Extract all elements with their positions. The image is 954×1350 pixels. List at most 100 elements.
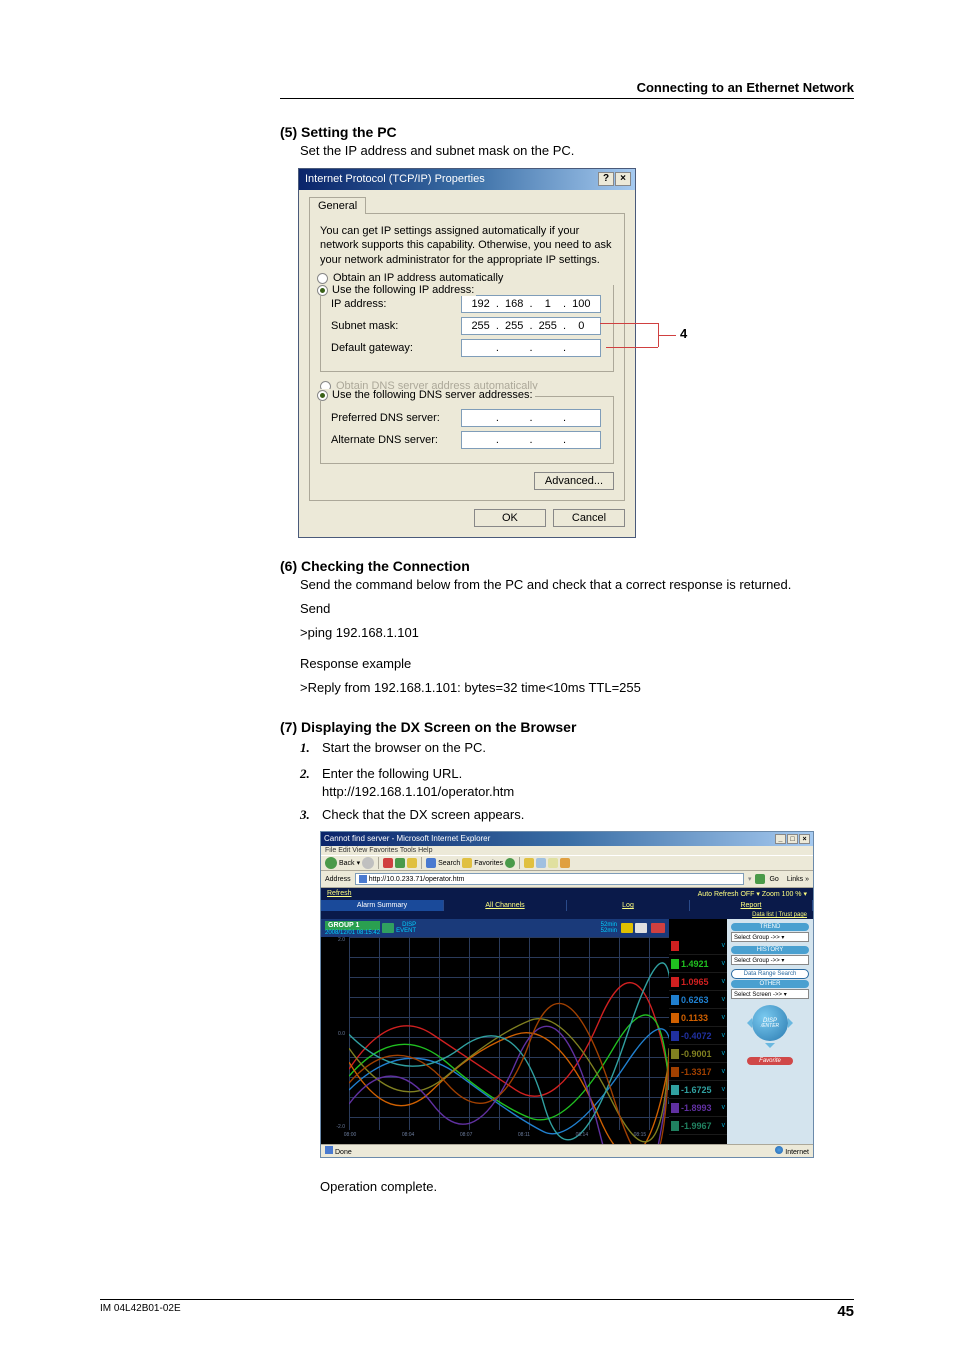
radio-auto-ip[interactable] [317,273,328,284]
group-select[interactable]: Select Group ->> ▾ [731,932,809,942]
history-icon[interactable] [505,858,515,868]
ip-address-input[interactable]: 192. 168. 1. 100 [461,295,601,313]
links-label[interactable]: Links » [787,876,809,883]
stop-icon[interactable] [383,858,393,868]
go-icon[interactable] [755,874,765,884]
trend-icon[interactable] [635,923,647,933]
refresh-icon[interactable] [395,858,405,868]
cancel-button[interactable]: Cancel [553,509,625,527]
left-arrow-icon[interactable] [742,1018,752,1028]
readout-value: -1.6725 [681,1085,712,1095]
trend-icon[interactable] [621,923,633,933]
dialog-title: Internet Protocol (TCP/IP) Properties [305,173,485,185]
readout-unit: V [722,943,725,949]
search-label: Search [438,860,460,867]
dialog-titlebar: Internet Protocol (TCP/IP) Properties ? … [299,169,635,190]
readout-row: V [669,937,727,955]
readout-row: 1.4921 V [669,955,727,973]
ok-button[interactable]: OK [474,509,546,527]
min-icon[interactable]: _ [775,834,786,844]
advanced-button[interactable]: Advanced... [534,472,614,490]
misc-icon[interactable] [560,858,570,868]
annotation-line [600,323,658,324]
readout-row: -1.9967 V [669,1117,727,1135]
pdns-input[interactable]: ... [461,409,601,427]
nav-auto[interactable]: Auto Refresh OFF ▾ Zoom 100 % ▾ [698,890,807,898]
max-icon[interactable]: □ [787,834,798,844]
readout-value: -0.9001 [681,1049,712,1059]
tab-all[interactable]: All Channels [444,900,567,911]
readout-row: -1.8993 V [669,1099,727,1117]
back-label: Back [339,860,355,867]
adns-input[interactable]: ... [461,431,601,449]
channel-color-icon [671,1103,679,1113]
channel-color-icon [671,977,679,987]
ip-seg: 0 [567,320,595,332]
mail-icon[interactable] [524,858,534,868]
fav-icon[interactable] [462,858,472,868]
header-section: Connecting to an Ethernet Network [280,80,854,99]
back-icon[interactable] [325,857,337,869]
group-select-2[interactable]: Select Group ->> ▾ [731,955,809,965]
nav-refresh[interactable]: Refresh [327,890,352,898]
disp-event-label: DISPEVENT [396,922,416,934]
speaker-icon[interactable] [651,923,665,933]
data-range-button[interactable]: Data Range Search [731,969,809,979]
gateway-input[interactable]: . . . [461,339,601,357]
readout-unit: V [722,1105,725,1111]
tab-report[interactable]: Report [690,900,813,911]
step-1: Start the browser on the PC. [322,740,854,755]
s6-l2: Send [300,600,854,618]
nav-datalist[interactable]: Data list | Trust page [321,911,813,919]
ip-seg: 255 [534,320,562,332]
label-use-dns: Use the following DNS server addresses: [332,389,533,401]
down-arrow-icon[interactable] [765,1043,775,1053]
page-footer: IM 04L42B01-02E 45 [100,1299,854,1320]
print-icon[interactable] [536,858,546,868]
favorite-button[interactable]: Favorite [747,1057,793,1065]
trend-area: GROUP 1 2008/12/01 08:15:42 DISPEVENT 52… [321,919,669,1144]
browser-toolbar[interactable]: Back ▾ Search Favorites [321,855,813,871]
url-input[interactable]: http://10.0.233.71/operator.htm [355,873,744,885]
other-button[interactable]: OTHER [731,980,809,988]
tab-alarm[interactable]: Alarm Summary [321,900,444,911]
page-number: 45 [837,1303,854,1320]
readout-value: 0.1133 [681,1013,708,1023]
channel-color-icon [671,1085,679,1095]
disp-pad[interactable]: DISP /ENTER [742,1005,798,1051]
tab-log[interactable]: Log [567,900,690,911]
trend-button[interactable]: TREND [731,923,809,931]
history-button[interactable]: HISTORY [731,946,809,954]
status-done: Done [335,1149,352,1156]
browser-menubar[interactable]: File Edit View Favorites Tools Help [321,846,813,855]
radio-use-ip[interactable] [317,285,328,296]
general-tab[interactable]: General [309,197,366,214]
channel-color-icon [671,1031,679,1041]
subnet-input[interactable]: 255. 255. 255. 0 [461,317,601,335]
right-arrow-icon[interactable] [788,1018,798,1028]
close-button[interactable]: × [615,172,631,186]
ip-seg: 1 [534,298,562,310]
annotation-number: 4 [680,326,687,341]
gateway-label: Default gateway: [331,342,461,354]
dx-body: GROUP 1 2008/12/01 08:15:42 DISPEVENT 52… [321,919,813,1144]
s6-l1: Send the command below from the PC and c… [300,576,854,594]
s6-l4: Response example [300,655,854,673]
s6-l5: >Reply from 192.168.1.101: bytes=32 time… [300,679,854,697]
disp-enter-button[interactable]: DISP /ENTER [752,1005,788,1041]
edit-icon[interactable] [548,858,558,868]
help-button[interactable]: ? [598,172,614,186]
ip-seg: 255 [467,320,495,332]
status-net: Internet [785,1149,809,1156]
channel-color-icon [671,1067,679,1077]
search-icon[interactable] [426,858,436,868]
step-2-url: http://192.168.1.101/operator.htm [322,784,854,799]
fwd-icon[interactable] [362,857,374,869]
radio-use-dns[interactable] [317,390,328,401]
close-icon[interactable]: × [799,834,810,844]
screen-select[interactable]: Select Screen ->> ▾ [731,989,809,999]
readout-unit: V [722,997,725,1003]
browser-screenshot: Cannot find server - Microsoft Internet … [320,831,814,1158]
home-icon[interactable] [407,858,417,868]
annotation-line [658,335,676,336]
